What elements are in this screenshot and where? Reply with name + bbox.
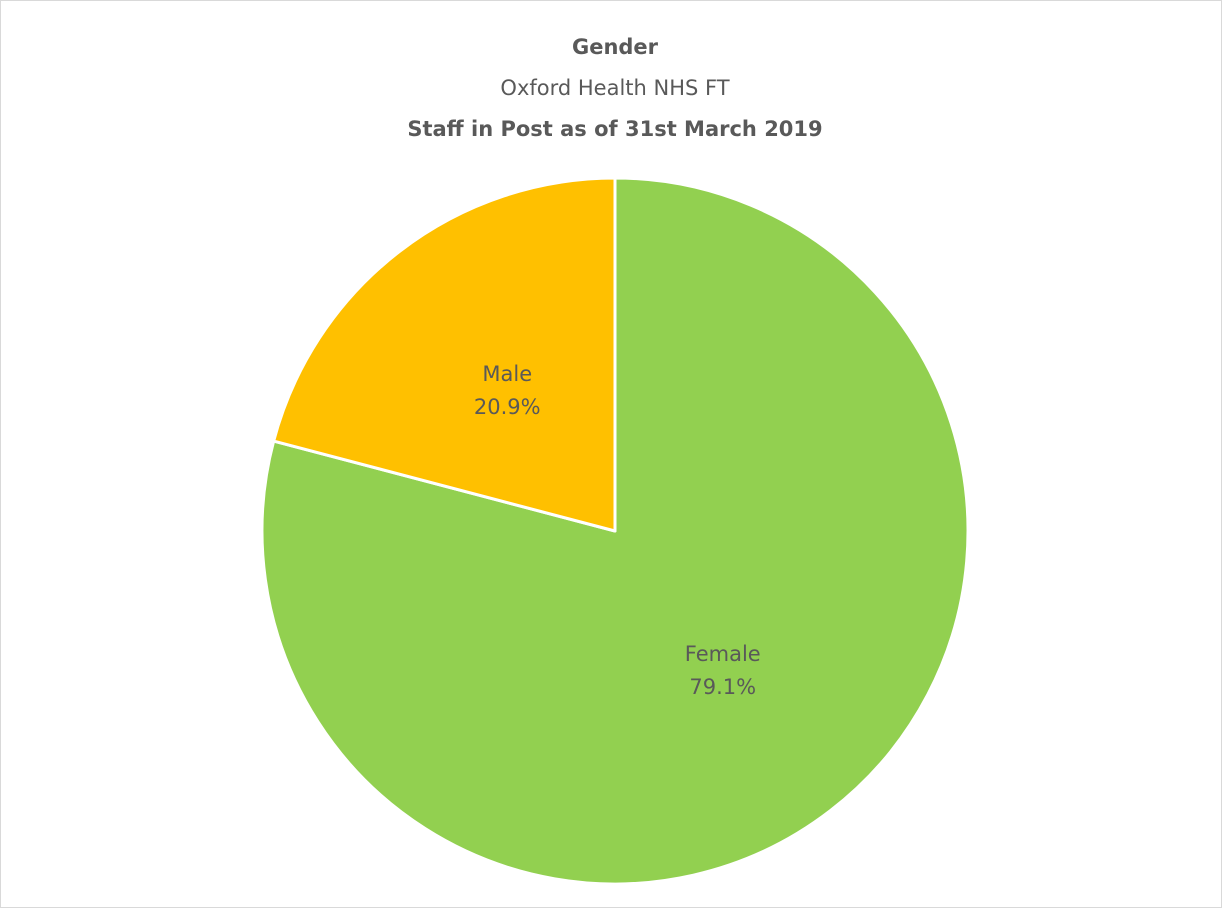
chart-title: Gender — [572, 35, 659, 59]
chart-subtitle: Staff in Post as of 31st March 2019 — [407, 117, 822, 141]
slice-category-label: Female — [685, 642, 761, 666]
slice-category-label: Male — [482, 362, 532, 386]
slice-value-label: 20.9% — [474, 395, 541, 419]
pie-slice — [272, 176, 617, 533]
chart-subtitle: Oxford Health NHS FT — [500, 76, 729, 100]
slice-value-label: 79.1% — [689, 675, 756, 699]
pie-slice — [260, 176, 970, 886]
